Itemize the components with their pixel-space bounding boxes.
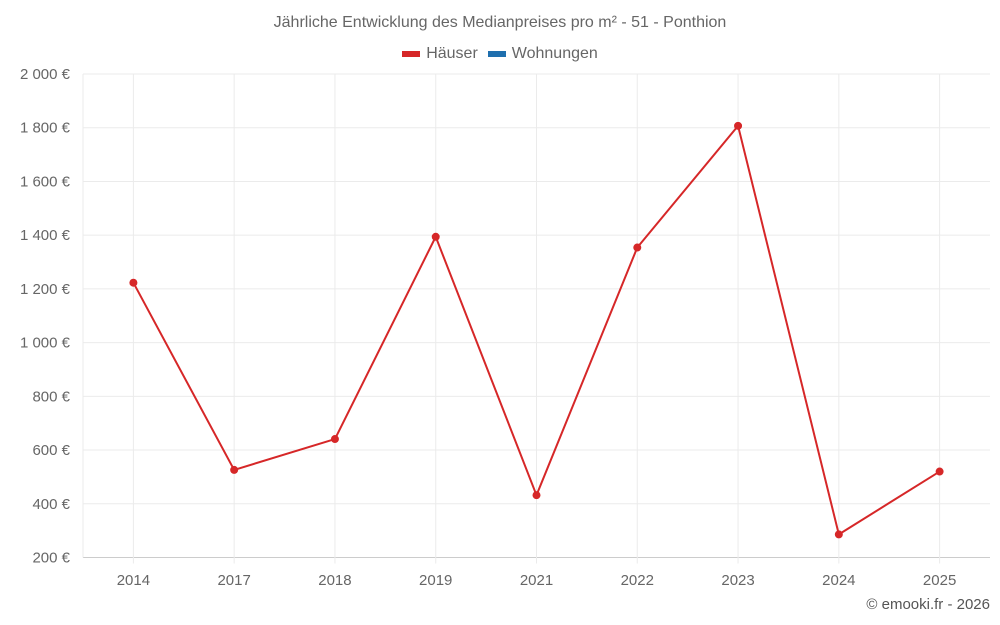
x-axis: 2014 2017 2018 2019 2021 2022 2023 2024 2025 <box>117 572 957 589</box>
x-tick-label: 2022 <box>621 572 654 589</box>
series-haeuser <box>129 121 944 539</box>
y-tick-label: 400 € <box>32 496 70 513</box>
y-tick-label: 2 000 € <box>20 66 71 83</box>
legend-item-wohnungen[interactable]: Wohnungen <box>487 45 598 63</box>
y-tick-label: 600 € <box>32 442 70 459</box>
x-tick-label: 2024 <box>822 572 855 589</box>
legend-item-haeuser[interactable]: Häuser <box>402 45 478 63</box>
legend-label-wohnungen: Wohnungen <box>511 45 598 62</box>
y-tick-label: 1 000 € <box>20 335 71 352</box>
data-point[interactable] <box>431 232 440 241</box>
data-point[interactable] <box>129 278 138 287</box>
y-tick-label: 1 600 € <box>20 173 71 190</box>
chart-title: Jährliche Entwicklung des Medianpreises … <box>273 14 727 31</box>
y-tick-label: 200 € <box>32 550 70 567</box>
y-tick-label: 800 € <box>32 388 70 405</box>
legend-swatch-haeuser <box>402 51 421 57</box>
x-tick-label: 2021 <box>520 572 553 589</box>
data-point[interactable] <box>230 465 239 474</box>
data-point[interactable] <box>834 530 843 539</box>
credit: © emooki.fr - 2026 <box>866 596 990 613</box>
data-point[interactable] <box>532 491 541 500</box>
data-point[interactable] <box>734 121 743 130</box>
y-tick-label: 1 400 € <box>20 227 71 244</box>
x-tick-label: 2017 <box>217 572 250 589</box>
y-tick-label: 1 200 € <box>20 281 71 298</box>
x-tick-label: 2014 <box>117 572 150 589</box>
data-point[interactable] <box>935 467 944 476</box>
x-tick-label: 2018 <box>318 572 351 589</box>
legend-label-haeuser: Häuser <box>426 45 478 62</box>
legend-swatch-wohnungen <box>487 51 506 57</box>
x-tick-label: 2023 <box>721 572 754 589</box>
y-axis: 200 € 400 € 600 € 800 € 1 000 € 1 200 € 1 400 … <box>20 66 71 567</box>
data-point[interactable] <box>330 435 339 444</box>
grid <box>82 73 990 564</box>
y-tick-label: 1 800 € <box>20 120 71 137</box>
legend: Häuser Wohnungen <box>0 45 1000 63</box>
data-point[interactable] <box>633 243 642 252</box>
x-tick-label: 2025 <box>923 572 956 589</box>
x-tick-label: 2019 <box>419 572 452 589</box>
